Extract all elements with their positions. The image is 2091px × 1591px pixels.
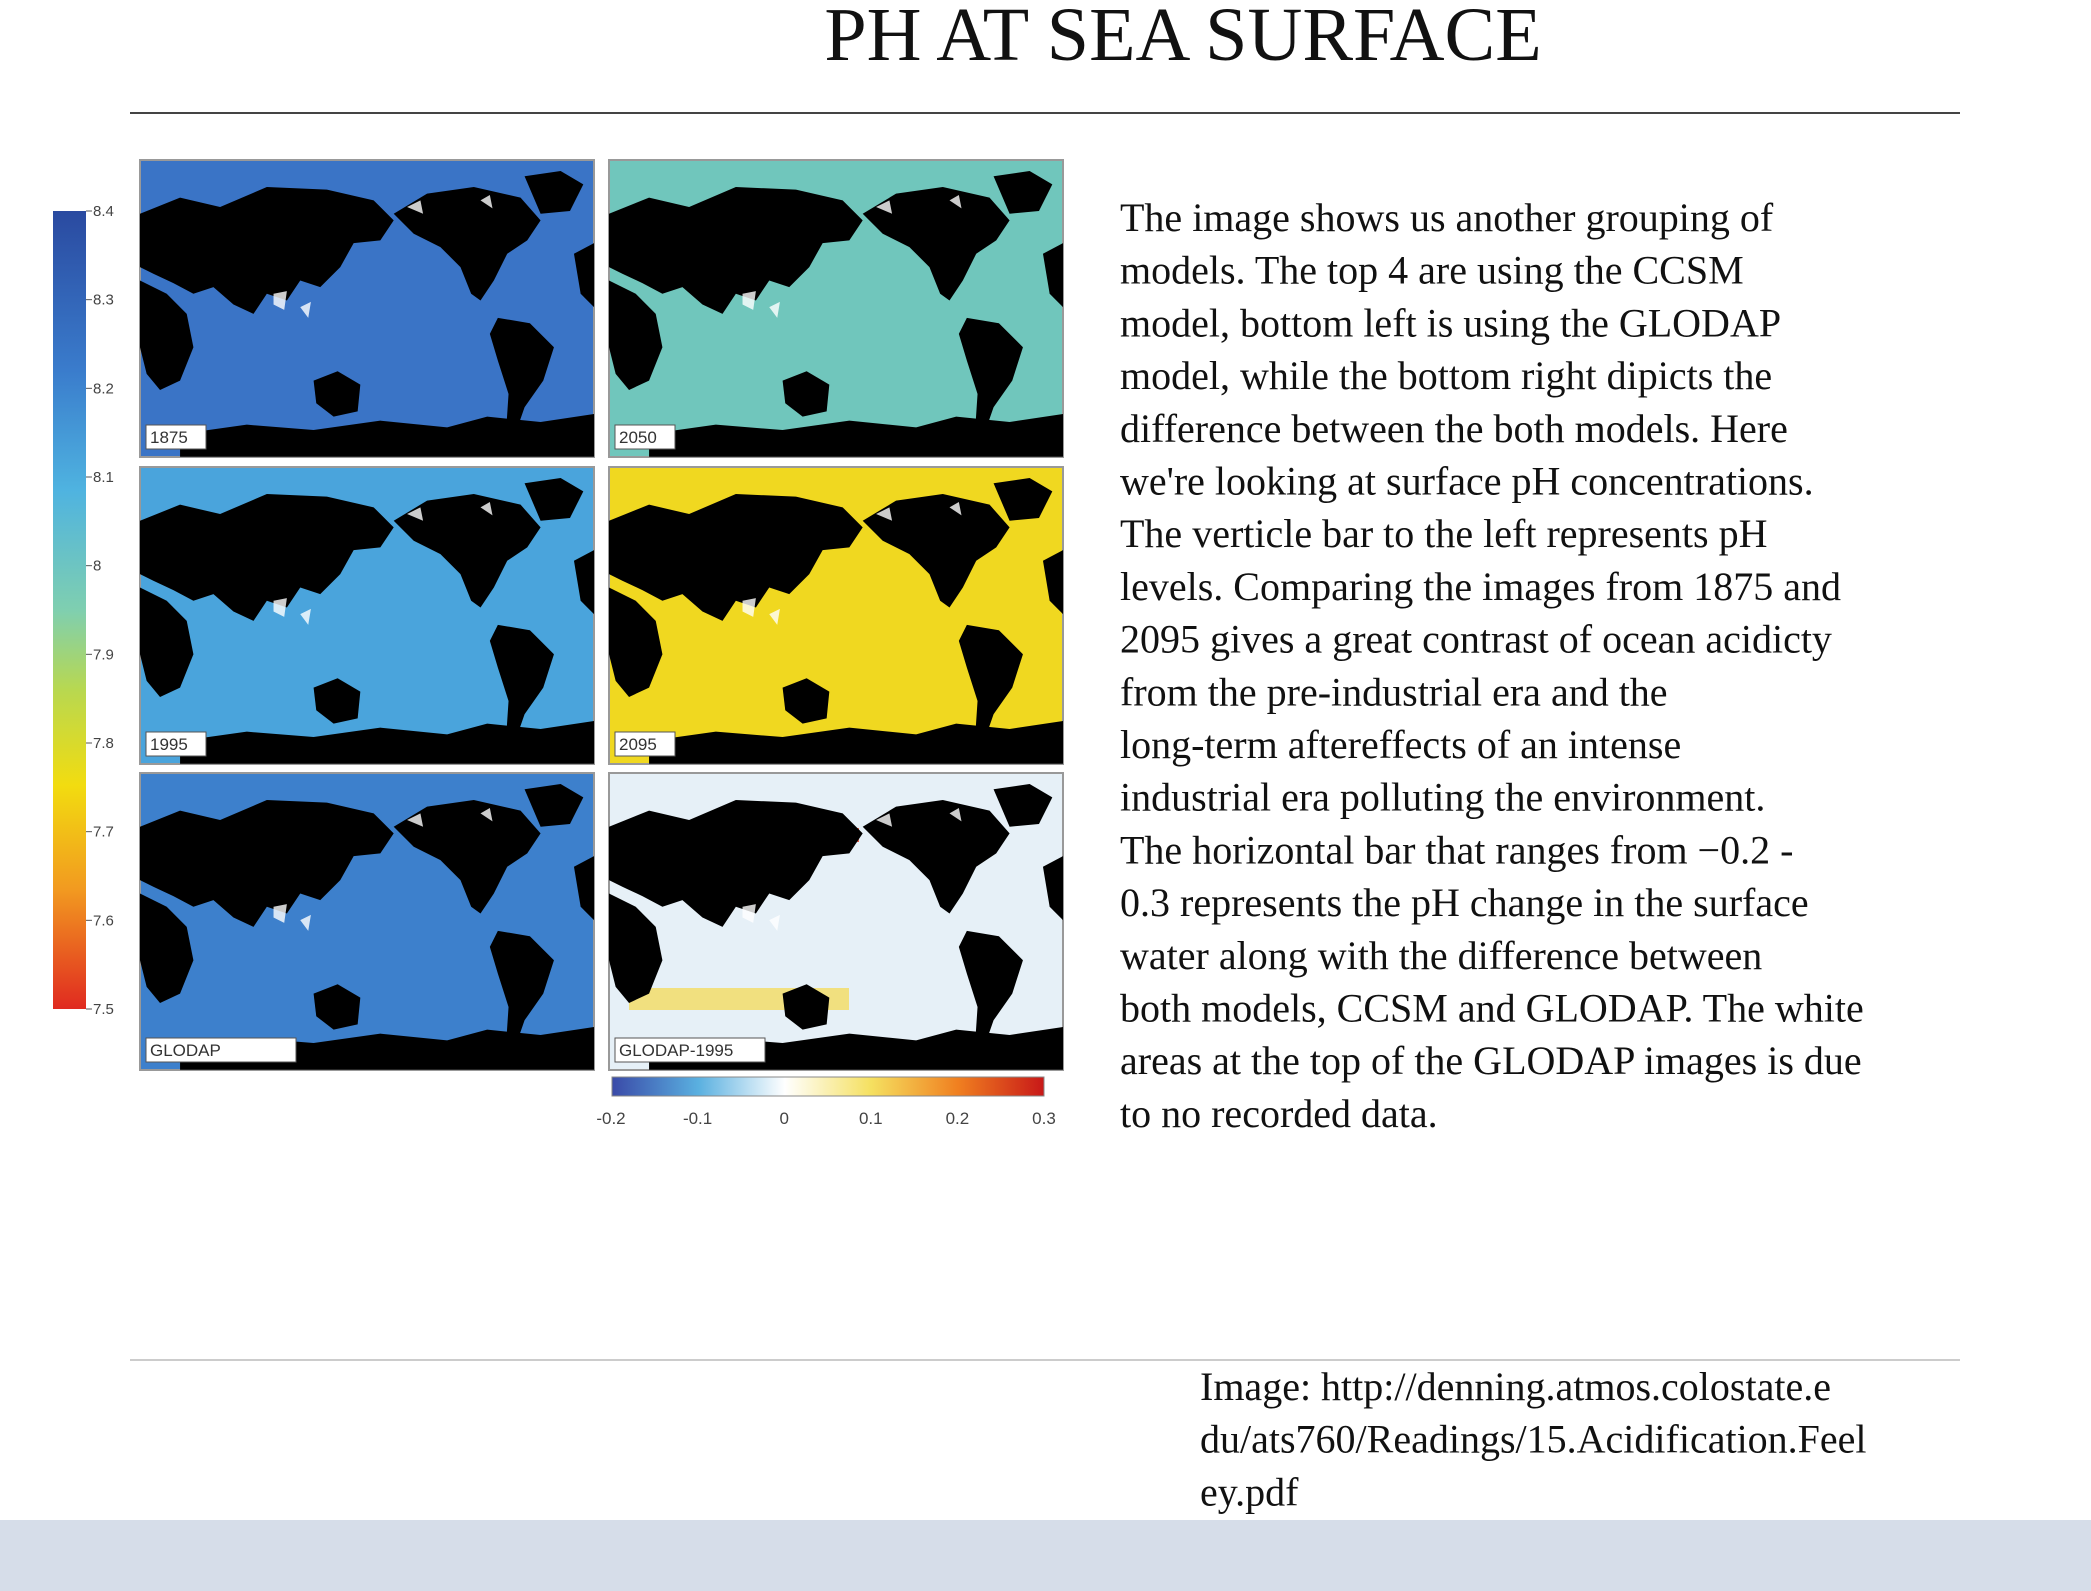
map-panel: 1875	[140, 160, 594, 457]
caption-line: du/ats760/Readings/15.Acidification.Feel	[1200, 1417, 1867, 1462]
map-panel: GLODAP	[140, 773, 594, 1070]
body-text-line: difference between the both models. Here	[1120, 406, 1788, 451]
page: PH AT SEA SURFACE 1875 2050 1995 2095 GLODAP…	[0, 0, 2091, 1591]
body-text-line: levels. Comparing the images from 1875 a…	[1120, 564, 1841, 609]
body-text-line: areas at the top of the GLODAP images is…	[1120, 1038, 1862, 1083]
difference-tick-label: -0.1	[683, 1109, 712, 1128]
ph-colorbar	[53, 211, 86, 1009]
body-text-line: both models, CCSM and GLODAP. The white	[1120, 986, 1864, 1031]
body-text-line: from the pre-industrial era and the	[1120, 669, 1668, 714]
ph-tick-label: 8.2	[93, 380, 114, 397]
ph-tick-label: 8	[93, 558, 101, 575]
ph-tick-label: 7.9	[93, 646, 114, 663]
difference-tick-label: 0.1	[859, 1109, 883, 1128]
body-text-line: models. The top 4 are using the CCSM	[1120, 248, 1744, 293]
panel-label: 1875	[150, 428, 188, 447]
caption-line: ey.pdf	[1200, 1469, 1299, 1514]
body-text-line: 2095 gives a great contrast of ocean aci…	[1120, 617, 1832, 662]
body-text-line: model, while the bottom right dipicts th…	[1120, 353, 1772, 398]
map-panels: 1875 2050 1995 2095 GLODAP GLODAP-1995	[140, 160, 1063, 1070]
body-text-line: The horizontal bar that ranges from −0.2…	[1120, 827, 1793, 872]
difference-tick-label: -0.2	[596, 1109, 625, 1128]
body-text-line: water along with the difference between	[1120, 933, 1762, 978]
panel-label: 1995	[150, 735, 188, 754]
body-text-line: 0.3 represents the pH change in the surf…	[1120, 880, 1809, 925]
bottom-band	[0, 1520, 2091, 1591]
ph-tick-label: 7.5	[93, 1001, 114, 1018]
body-text-line: to no recorded data.	[1120, 1091, 1438, 1136]
ph-tick-label: 7.8	[93, 735, 114, 752]
difference-tick-label: 0	[779, 1109, 788, 1128]
ph-tick-label: 8.1	[93, 469, 114, 486]
ph-tick-label: 7.6	[93, 912, 114, 929]
panel-label: GLODAP-1995	[619, 1041, 733, 1060]
difference-tick-label: 0.3	[1032, 1109, 1056, 1128]
difference-tick-label: 0.2	[946, 1109, 970, 1128]
panel-label: 2095	[619, 735, 657, 754]
body-text-line: we're looking at surface pH concentratio…	[1120, 459, 1814, 504]
panel-label: GLODAP	[150, 1041, 221, 1060]
body-text-line: industrial era polluting the environment…	[1120, 775, 1765, 820]
panel-label: 2050	[619, 428, 657, 447]
slide-title: PH AT SEA SURFACE	[824, 0, 1541, 77]
map-panel: GLODAP-1995	[609, 773, 1063, 1070]
map-panel: 1995	[140, 467, 594, 764]
body-text-line: model, bottom left is using the GLODAP	[1120, 300, 1781, 345]
ph-tick-label: 8.4	[93, 203, 114, 220]
map-panel: 2095	[609, 467, 1063, 764]
ph-tick-label: 7.7	[93, 824, 114, 841]
map-panel: 2050	[609, 160, 1063, 457]
caption-line: Image: http://denning.atmos.colostate.e	[1200, 1364, 1831, 1409]
body-text-line: long-term aftereffects of an intense	[1120, 722, 1681, 767]
body-text-line: The verticle bar to the left represents …	[1120, 511, 1768, 556]
difference-colorbar	[612, 1077, 1044, 1096]
body-text-line: The image shows us another grouping of	[1120, 195, 1774, 240]
ph-tick-label: 8.3	[93, 292, 114, 309]
slide: PH AT SEA SURFACE 1875 2050 1995 2095 GLODAP…	[0, 0, 2091, 1591]
